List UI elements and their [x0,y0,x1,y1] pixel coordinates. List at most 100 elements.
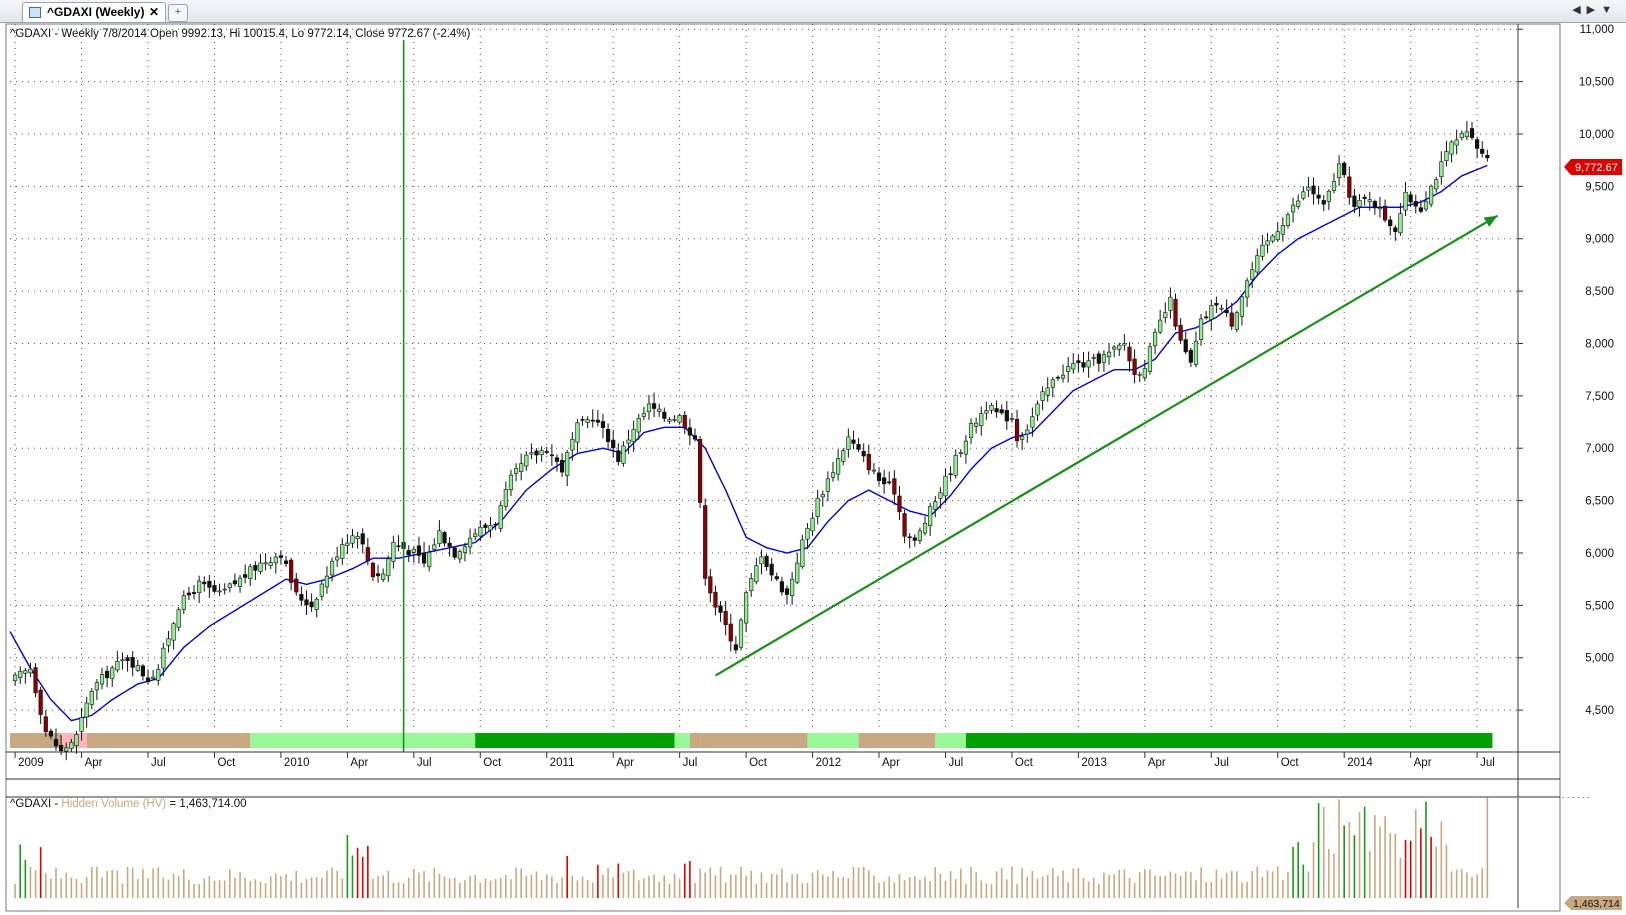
candle [539,446,544,462]
candle [790,571,795,605]
candle-body [1234,312,1239,330]
candle [1030,407,1035,437]
candle-body [784,588,790,595]
candle [375,564,381,583]
candle-body [866,453,871,471]
candle-body [902,513,907,537]
candle [559,453,565,477]
candle [1480,141,1485,158]
candle [89,688,94,710]
candle-body [84,702,89,718]
candle [718,601,723,622]
candle [18,666,23,684]
candle [1091,353,1096,367]
candle [130,651,135,677]
x-tick-label: 2014 [1347,757,1373,769]
candle [871,463,877,475]
candle-body [1439,161,1444,177]
candle-body [488,525,493,531]
candle-body [1398,213,1403,234]
x-tick-label: Jul [683,757,698,769]
candle-body [99,674,105,685]
regime-band [86,733,251,748]
candle-body [513,467,519,474]
candle [672,415,677,423]
close-icon[interactable]: ✕ [148,5,159,19]
tab-title: ^GDAXI (Weekly) [47,5,145,19]
regime-band [61,733,87,748]
candle-body [1418,207,1423,212]
candle-body [677,415,682,423]
candle-body [999,409,1004,414]
candle [1117,342,1122,356]
candle [646,394,652,420]
candle-body [232,580,238,585]
candle [181,590,186,615]
candle-body [1449,141,1454,155]
candle [222,583,227,595]
candle-body [1198,318,1204,340]
candle-body [243,574,248,578]
candle-body [197,580,202,594]
volume-bars [14,796,1590,898]
candle-body [217,590,222,593]
candle-body [1020,436,1025,440]
trend-annotation [402,40,1499,752]
candle-body [1142,368,1147,379]
candle [866,444,871,475]
candle-body [1321,200,1326,205]
y-tick-label: 11,000 [1580,24,1614,36]
regime-band [700,733,808,748]
x-tick-label: Oct [1281,757,1300,769]
candle [1290,197,1296,223]
candle-body [600,421,606,428]
candle-body [350,535,355,544]
candle-body [89,690,94,705]
x-tick-label: 2013 [1081,757,1107,769]
candle-body [621,445,626,464]
candle [769,557,774,582]
candle [585,416,590,429]
candle-body [1265,240,1270,246]
candle-body [452,547,457,558]
candle [186,586,192,601]
candle-body [1050,379,1055,388]
candle [1183,331,1188,354]
new-tab-button[interactable]: + [168,4,188,22]
candle-body [299,594,304,601]
candle-body [1444,151,1449,162]
candle-body [974,422,979,427]
candle [94,679,100,701]
candle-body [263,562,268,565]
candle-body [662,411,667,419]
candle [1367,191,1372,211]
candle [457,549,462,564]
candle [503,481,508,511]
candle [595,410,600,427]
candle-body [105,670,110,679]
candle [151,670,156,681]
candle-body [984,410,989,414]
candle [33,663,38,698]
candle [513,463,519,482]
candle [1198,314,1204,346]
candle [329,557,335,582]
candle [1040,386,1045,411]
candle [273,552,278,574]
candle [335,546,340,567]
candle-body [406,550,411,556]
candle [43,710,48,737]
candle [1428,184,1434,208]
candle-body [1035,403,1040,416]
candle [1086,351,1091,378]
candle-body [396,545,401,547]
tab-gdaxi-weekly[interactable]: ^GDAXI (Weekly) ✕ [22,2,166,22]
candle-body [227,583,232,589]
candle [575,418,580,453]
candle-body [759,556,764,565]
candle [590,409,595,428]
candle-body [1086,360,1091,368]
candle [105,665,110,688]
tab-nav-arrows-icon[interactable]: ◀▶▼ [1572,4,1618,16]
